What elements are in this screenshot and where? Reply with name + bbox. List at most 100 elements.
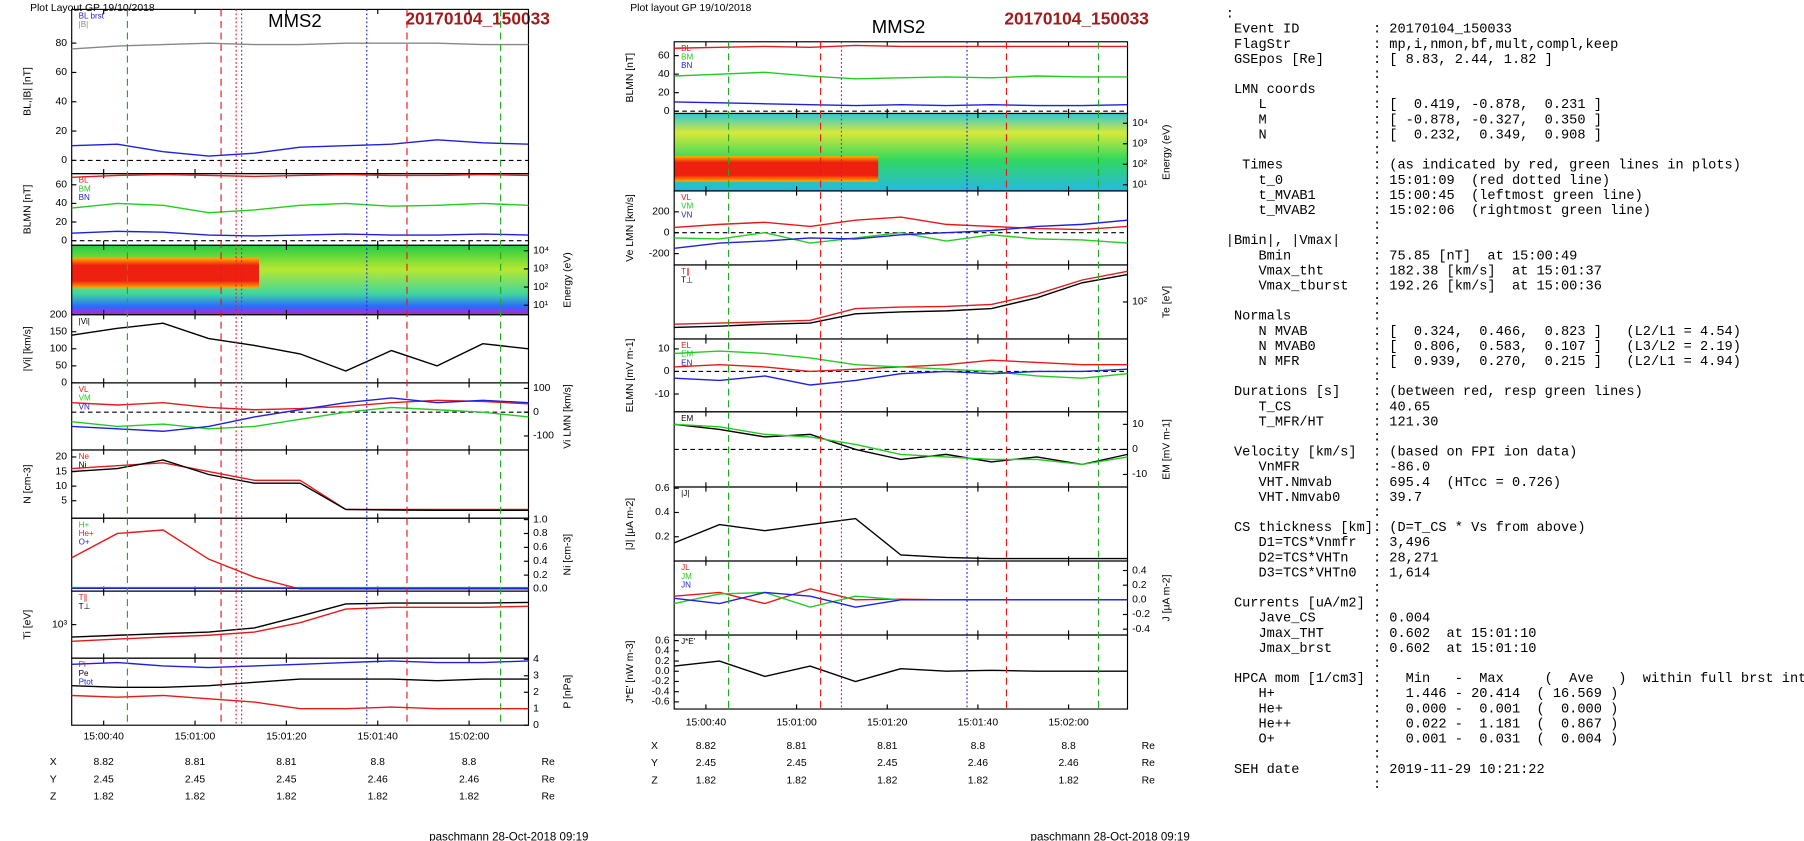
y-axis-label: Energy (eV) xyxy=(1162,124,1173,179)
y-tick-label: 0 xyxy=(664,227,670,238)
position-unit: Re xyxy=(541,774,555,785)
plot-mission: MMS2 xyxy=(872,16,925,37)
summary-line: D1=TCS*Vnmfr : 3,496 xyxy=(1226,536,1430,551)
legend-entry: JL xyxy=(681,563,690,572)
y-tick-label: 10 xyxy=(658,344,670,355)
position-unit: Re xyxy=(1142,758,1156,769)
series-line xyxy=(71,694,529,710)
legend-entry: H+ xyxy=(79,520,90,529)
y-tick-label: 20 xyxy=(56,126,68,137)
position-value: 2.45 xyxy=(696,758,716,769)
x-tick-label: 15:01:40 xyxy=(358,732,399,743)
y-tick-label: 0.2 xyxy=(1132,580,1147,591)
summary-line: FlagStr : mp,i,nmon,bf,mult,compl,keep xyxy=(1226,38,1618,53)
y-axis-label: EM [mV m-1] xyxy=(1162,419,1173,480)
summary-line: : xyxy=(1226,431,1381,446)
legend-entry: EN xyxy=(681,358,692,367)
y-tick-label: 0.8 xyxy=(533,528,548,539)
y-tick-label: 0 xyxy=(61,235,67,246)
legend-entry: EM xyxy=(681,414,693,423)
summary-line: : xyxy=(1226,506,1381,521)
series-line xyxy=(674,423,1128,466)
summary-line: N : [ 0.232, 0.349, 0.908 ] xyxy=(1226,128,1602,143)
summary-line: N MVAB0 : [ 0.806, 0.583, 0.107 ] (L3/L2… xyxy=(1226,340,1741,355)
series-line xyxy=(71,230,529,237)
panel-frame xyxy=(71,382,530,451)
y-tick-label: 10² xyxy=(1132,297,1148,308)
y-tick-label: 150 xyxy=(50,326,68,337)
summary-line: : xyxy=(1226,219,1381,234)
y-axis-label: Ti [eV] xyxy=(23,610,34,640)
y-tick-label: 0 xyxy=(664,106,670,117)
legend-entry: He+ xyxy=(79,529,94,538)
legend-entry: BN xyxy=(79,193,90,202)
series-line xyxy=(71,660,529,669)
y-axis-label: J*E' [nW m-3] xyxy=(625,640,636,703)
y-tick-label: 0 xyxy=(533,720,539,731)
x-tick-label: 15:01:20 xyxy=(266,732,307,743)
summary-line: : xyxy=(1226,370,1381,385)
position-value: 1.82 xyxy=(459,792,479,803)
y-tick-label: 20 xyxy=(658,87,670,98)
summary-line: : xyxy=(1226,748,1381,763)
panel-frame xyxy=(673,190,1129,266)
series-line xyxy=(674,350,1128,379)
position-value: 2.45 xyxy=(185,774,205,785)
y-tick-label: 0.0 xyxy=(655,666,670,677)
y-tick-label: 50 xyxy=(56,361,68,372)
summary-line: HPCA mom [1/cm3] : Min - Max ( Ave ) wit… xyxy=(1226,672,1804,687)
position-value: 8.81 xyxy=(877,741,897,752)
legend-entry: Pe xyxy=(79,669,89,678)
y-tick-label: 200 xyxy=(50,309,68,320)
legend-entry: VN xyxy=(681,210,692,219)
summary-text: : Event ID : 20170104_150033 FlagStr : m… xyxy=(1226,8,1804,793)
y-tick-label: 0.0 xyxy=(1132,595,1147,606)
y-axis-label: ELMN [mV m-1] xyxy=(625,338,636,412)
summary-line: Velocity [km/s] : (based on FPI ion data… xyxy=(1226,446,1578,461)
position-unit: Re xyxy=(541,792,555,803)
position-value: 1.82 xyxy=(1058,775,1078,786)
panel-frame xyxy=(71,449,530,519)
series-line xyxy=(674,71,1128,80)
y-tick-label: 0.0 xyxy=(533,584,548,595)
legend-entry: EL xyxy=(681,341,691,350)
series-line xyxy=(674,101,1128,107)
y-axis-label: |J| [μA m-2] xyxy=(625,498,636,550)
position-label: Z xyxy=(50,792,57,803)
summary-line: : xyxy=(1226,68,1381,83)
y-tick-label: 15 xyxy=(56,466,68,477)
spectrogram-band xyxy=(71,257,259,289)
plot-layout: Plot Layout GP 19/10/2018 MMS2 20170104_15… xyxy=(23,3,589,841)
x-tick-label: 15:01:40 xyxy=(958,718,999,729)
legend-entry: JN xyxy=(681,580,691,589)
y-tick-label: 0 xyxy=(533,407,539,418)
panel-frame xyxy=(71,517,530,592)
y-tick-label: -0.6 xyxy=(652,697,670,708)
position-value: 2.46 xyxy=(968,758,988,769)
summary-line: Currents [uA/m2] : xyxy=(1226,597,1381,612)
summary-line: Vmax_tburst : 192.26 [km/s] at 15:00:36 xyxy=(1226,279,1602,294)
position-label: Y xyxy=(50,774,57,785)
series-line xyxy=(71,397,529,432)
y-tick-label: -0.4 xyxy=(652,686,670,697)
summary-line: Durations [s] : (between red, resp green… xyxy=(1226,385,1643,400)
y-axis-label: BLMN [nT] xyxy=(23,185,34,235)
y-tick-label: -200 xyxy=(649,248,670,259)
summary-line: : xyxy=(1226,8,1234,23)
y-tick-label: 2 xyxy=(533,687,539,698)
legend-entry: Pi xyxy=(79,660,86,669)
panel-frame xyxy=(71,657,530,726)
summary-line: Jmax_brst : 0.602 at 15:01:10 xyxy=(1226,642,1537,657)
legend-entry: BM xyxy=(681,53,693,62)
y-tick-label: 0.4 xyxy=(655,507,670,518)
position-value: 1.82 xyxy=(968,775,988,786)
series-line xyxy=(71,322,529,372)
summary-line: SEH date : 2019-11-29 10:21:22 xyxy=(1226,763,1545,778)
series-line xyxy=(71,406,529,430)
y-tick-label: 10³ xyxy=(1132,139,1148,150)
y-tick-label: 5 xyxy=(61,495,67,506)
legend-entry: VL xyxy=(681,193,691,202)
y-tick-label: -100 xyxy=(533,431,554,442)
legend-entry: VM xyxy=(79,394,91,403)
position-value: 2.45 xyxy=(276,774,296,785)
